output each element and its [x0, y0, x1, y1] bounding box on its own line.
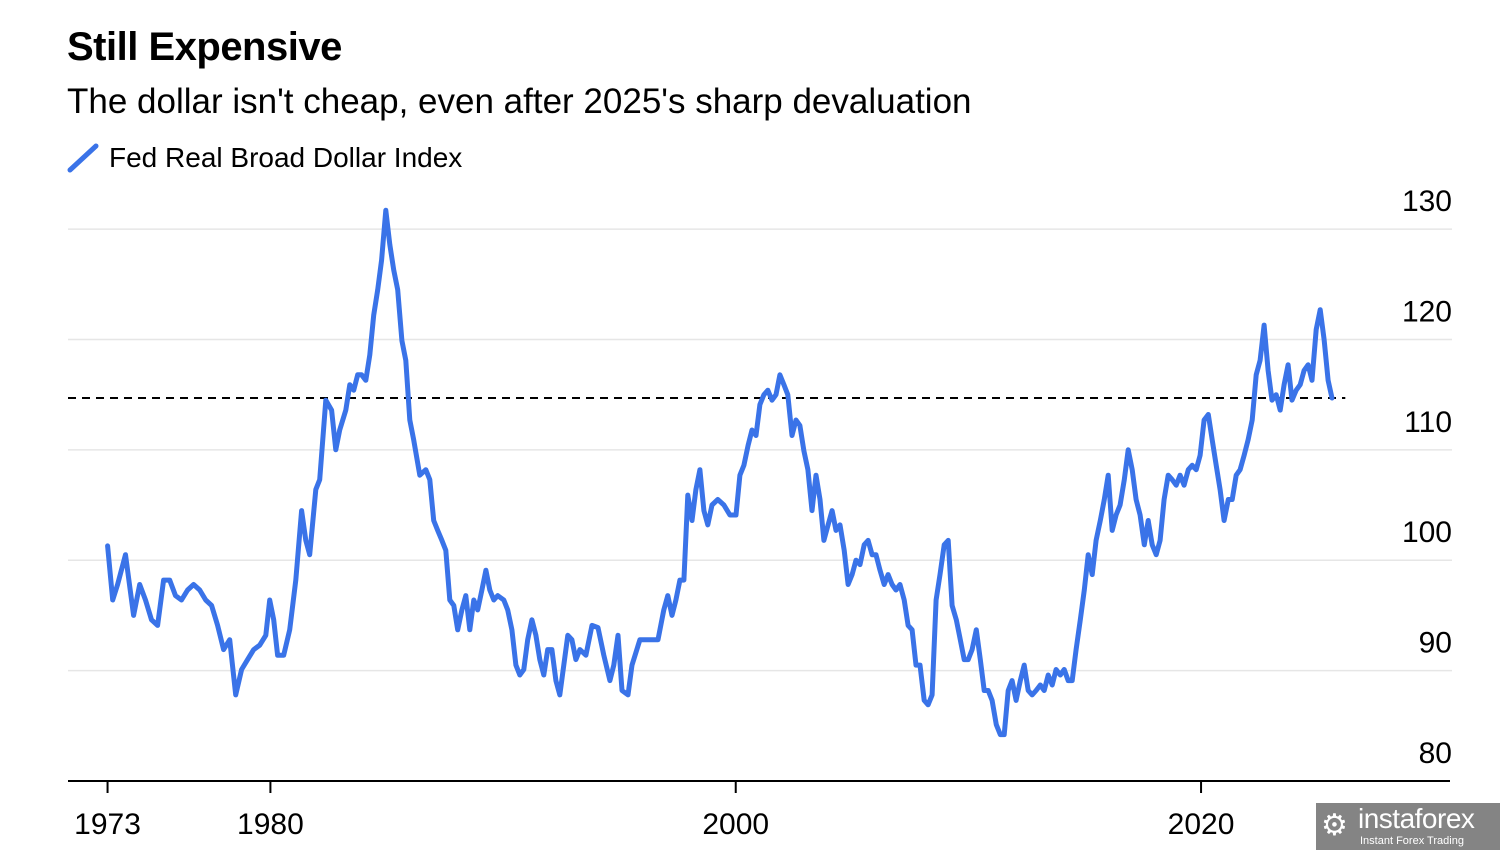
series-line-fed-real-broad-dollar-index: [105, 207, 1335, 738]
x-tick-label: 2020: [1168, 808, 1235, 841]
gear-icon: ⚙: [1321, 809, 1348, 842]
x-tick-label: 1973: [74, 808, 141, 841]
chart-title: Still Expensive: [67, 25, 342, 69]
watermark-brand: instaforex: [1358, 803, 1475, 834]
watermark-tagline: Instant Forex Trading: [1360, 835, 1464, 847]
x-axis: 1973 1980 2000 2020: [68, 780, 1450, 841]
y-axis-labels: 80 90 100 110 120 130: [1402, 185, 1452, 770]
series-group: [105, 207, 1335, 738]
legend-line-icon: [67, 143, 99, 173]
y-tick-label: 100: [1402, 516, 1452, 549]
y-tick-label: 80: [1419, 737, 1452, 770]
watermark-logo: ⚙ instaforex Instant Forex Trading: [1316, 803, 1500, 850]
y-tick-label: 130: [1402, 185, 1452, 218]
chart-subtitle: The dollar isn't cheap, even after 2025'…: [67, 82, 972, 121]
y-tick-label: 90: [1419, 627, 1452, 660]
y-tick-label: 110: [1404, 406, 1452, 439]
x-tick-label: 1980: [237, 808, 304, 841]
legend-label: Fed Real Broad Dollar Index: [109, 142, 463, 173]
legend: Fed Real Broad Dollar Index: [67, 142, 462, 174]
x-tick-label: 2000: [702, 808, 769, 841]
y-tick-label: 120: [1402, 295, 1452, 328]
